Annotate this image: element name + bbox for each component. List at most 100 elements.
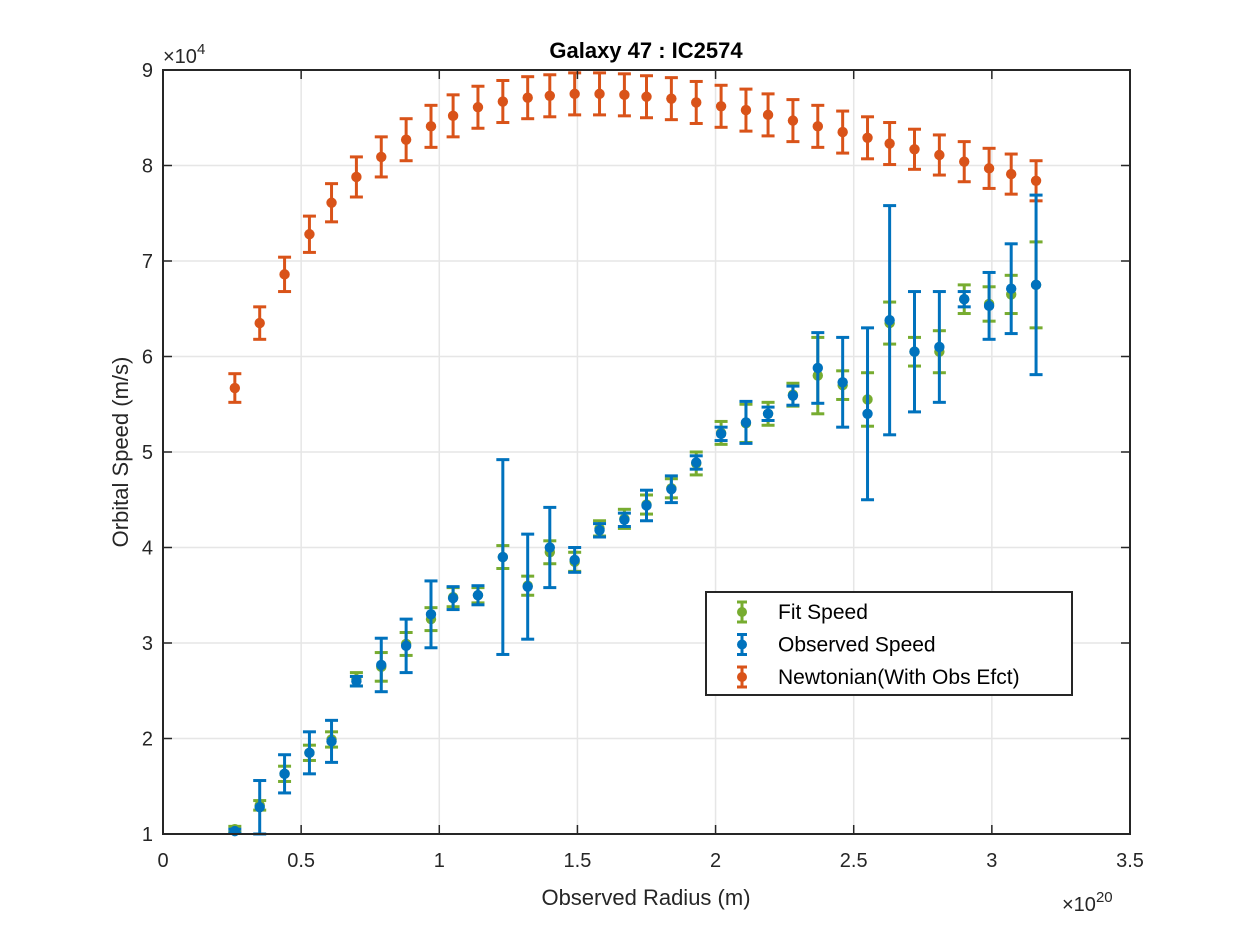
data-point — [715, 101, 727, 112]
data-point — [254, 802, 265, 813]
data-point — [619, 89, 630, 101]
x-tick-label: 0.5 — [287, 850, 315, 872]
x-tick-label: 2 — [710, 850, 721, 872]
data-point — [376, 659, 387, 671]
data-point — [812, 121, 823, 132]
data-point — [447, 592, 459, 604]
data-point — [447, 110, 459, 122]
data-point — [1005, 283, 1017, 294]
data-point — [544, 90, 555, 101]
data-point — [862, 132, 873, 144]
data-point — [304, 747, 315, 759]
data-point — [497, 551, 509, 563]
data-point — [812, 362, 823, 374]
data-point — [862, 408, 873, 419]
data-point — [691, 97, 702, 108]
data-point — [666, 484, 677, 495]
data-point — [594, 88, 605, 100]
y-exponent-base: ×10 — [163, 46, 197, 68]
data-point — [983, 300, 995, 312]
legend-marker — [737, 672, 747, 682]
y-exponent: ×104 — [163, 41, 205, 68]
data-point — [569, 554, 580, 566]
data-point — [691, 457, 702, 468]
y-tick-label: 5 — [142, 442, 153, 464]
data-point — [666, 93, 677, 104]
data-point — [983, 163, 995, 174]
legend-label: Newtonian(With Obs Efct) — [778, 666, 1020, 689]
y-tick-label: 7 — [142, 251, 153, 273]
data-point — [326, 197, 337, 208]
data-point — [497, 96, 509, 107]
data-point — [376, 151, 387, 163]
data-point — [909, 346, 920, 357]
data-point — [1030, 175, 1042, 186]
x-tick-label: 2.5 — [840, 850, 868, 872]
data-point — [400, 134, 412, 145]
legend-label: Observed Speed — [778, 634, 936, 657]
svg-text:×104: ×104 — [163, 41, 205, 68]
data-point — [569, 88, 580, 100]
legend: Fit Speed Observed Speed Newtonian(With Ob… — [705, 591, 1073, 696]
x-tick-label: 0 — [157, 850, 168, 872]
x-exponent-base: ×10 — [1062, 894, 1096, 916]
grid-lines — [163, 70, 1130, 834]
data-point — [229, 382, 241, 394]
data-point — [740, 104, 752, 116]
data-point — [762, 408, 774, 419]
x-exponent: ×1020 — [1062, 889, 1113, 916]
data-point — [934, 341, 945, 353]
y-tick-label: 4 — [142, 538, 153, 560]
x-axis-label: Observed Radius (m) — [541, 885, 750, 910]
data-point — [837, 126, 848, 138]
x-tick-label: 3.5 — [1116, 850, 1144, 872]
legend-entry: Fit Speed — [737, 600, 868, 624]
data-point — [594, 525, 605, 536]
data-point — [544, 542, 555, 553]
legend-entry: Newtonian(With Obs Efct) — [737, 665, 1020, 689]
data-point — [351, 676, 362, 687]
data-point — [1030, 279, 1042, 291]
x-tick-label: 1 — [434, 850, 445, 872]
data-point — [425, 121, 437, 132]
data-point — [715, 428, 727, 440]
data-point — [884, 315, 895, 326]
data-point — [619, 514, 630, 526]
data-point — [787, 390, 799, 401]
data-point — [934, 149, 945, 161]
chart-title: Galaxy 47 : IC2574 — [549, 38, 743, 63]
data-point — [351, 171, 362, 183]
data-point — [740, 417, 752, 428]
y-tick-label: 9 — [142, 60, 153, 82]
data-point — [522, 92, 533, 103]
legend-marker — [737, 639, 747, 650]
data-point — [425, 609, 437, 620]
data-point — [641, 91, 652, 102]
data-point — [279, 269, 290, 280]
data-point — [254, 317, 265, 329]
x-tick-label: 3 — [986, 850, 997, 872]
series-observed-speed — [228, 193, 1043, 837]
data-point — [762, 109, 774, 121]
series-newtonian-with-obs-efct — [228, 71, 1043, 404]
data-point — [884, 138, 895, 149]
legend-entry: Observed Speed — [737, 633, 936, 657]
data-point — [472, 590, 484, 601]
data-point — [472, 102, 484, 113]
data-point — [959, 294, 970, 305]
legend-box — [705, 591, 1073, 696]
data-point — [641, 500, 652, 511]
x-exponent-power: 20 — [1096, 889, 1113, 906]
y-tick-label: 8 — [142, 156, 153, 178]
data-marks — [228, 71, 1043, 837]
data-point — [522, 581, 533, 592]
data-point — [1005, 168, 1017, 180]
svg-text:×1020: ×1020 — [1062, 889, 1113, 916]
x-tick-label: 1.5 — [564, 850, 592, 872]
legend-marker — [737, 607, 747, 617]
axis-ticks: 0 0.5 1 1.5 2 2.5 3 3.5 1 2 3 4 5 6 7 8 9 — [142, 60, 1144, 872]
data-point — [837, 377, 848, 388]
data-point — [909, 144, 920, 155]
y-tick-label: 2 — [142, 729, 153, 751]
